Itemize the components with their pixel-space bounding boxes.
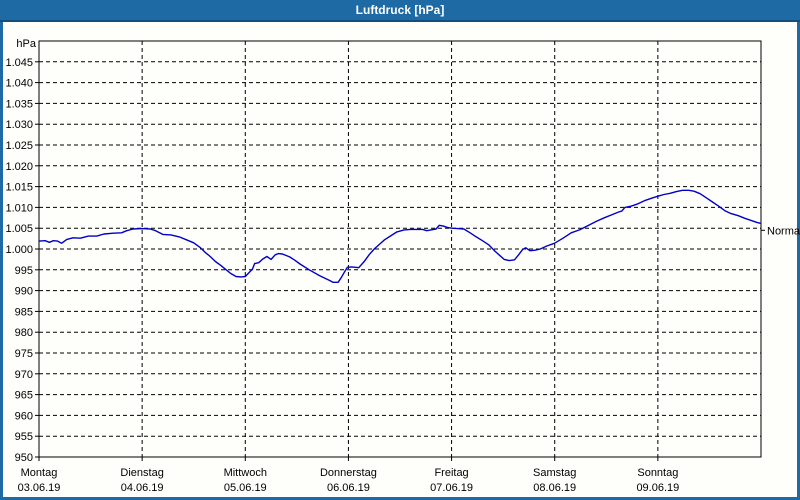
day-date-label: 05.06.19 xyxy=(224,482,267,494)
y-tick-label: 1.005 xyxy=(5,223,33,235)
normal-label: Normal xyxy=(767,225,800,237)
day-name-label: Freitag xyxy=(434,467,468,479)
day-name-label: Dienstag xyxy=(120,467,163,479)
y-tick-label: 970 xyxy=(15,369,33,381)
plot-border xyxy=(38,40,762,458)
day-date-label: 06.06.19 xyxy=(327,482,370,494)
y-tick-label: 995 xyxy=(15,265,33,277)
day-name-label: Montag xyxy=(21,467,58,479)
day-date-label: 07.06.19 xyxy=(430,482,473,494)
day-date-label: 03.06.19 xyxy=(18,482,61,494)
day-name-label: Mittwoch xyxy=(224,467,267,479)
y-tick-label: 1.045 xyxy=(5,57,33,69)
day-date-label: 04.06.19 xyxy=(121,482,164,494)
window-titlebar: Luftdruck [hPa] xyxy=(0,0,800,22)
y-tick-label: 990 xyxy=(15,286,33,298)
day-name-label: Samstag xyxy=(533,467,576,479)
y-tick-label: 1.030 xyxy=(5,119,33,131)
day-date-label: 09.06.19 xyxy=(636,482,679,494)
y-tick-label: 980 xyxy=(15,327,33,339)
day-name-label: Sonntag xyxy=(637,467,678,479)
y-tick-label: 1.035 xyxy=(5,98,33,110)
y-tick-label: 985 xyxy=(15,306,33,318)
y-tick-label: 1.040 xyxy=(5,78,33,90)
y-tick-label: 965 xyxy=(15,390,33,402)
y-tick-label: 1.020 xyxy=(5,161,33,173)
day-name-label: Donnerstag xyxy=(320,467,377,479)
y-tick-label: 1.000 xyxy=(5,244,33,256)
y-tick-label: 955 xyxy=(15,431,33,443)
y-tick-label: 1.015 xyxy=(5,182,33,194)
y-tick-label: 1.010 xyxy=(5,202,33,214)
pressure-line xyxy=(38,189,761,283)
y-tick-label: 950 xyxy=(15,452,33,464)
y-tick-label: 960 xyxy=(15,410,33,422)
chart-area xyxy=(3,22,797,497)
y-tick-label: 1.025 xyxy=(5,140,33,152)
y-tick-label: 975 xyxy=(15,348,33,360)
y-axis-unit-label: hPa xyxy=(16,38,36,50)
window-title: Luftdruck [hPa] xyxy=(355,3,445,17)
day-date-label: 08.06.19 xyxy=(533,482,576,494)
